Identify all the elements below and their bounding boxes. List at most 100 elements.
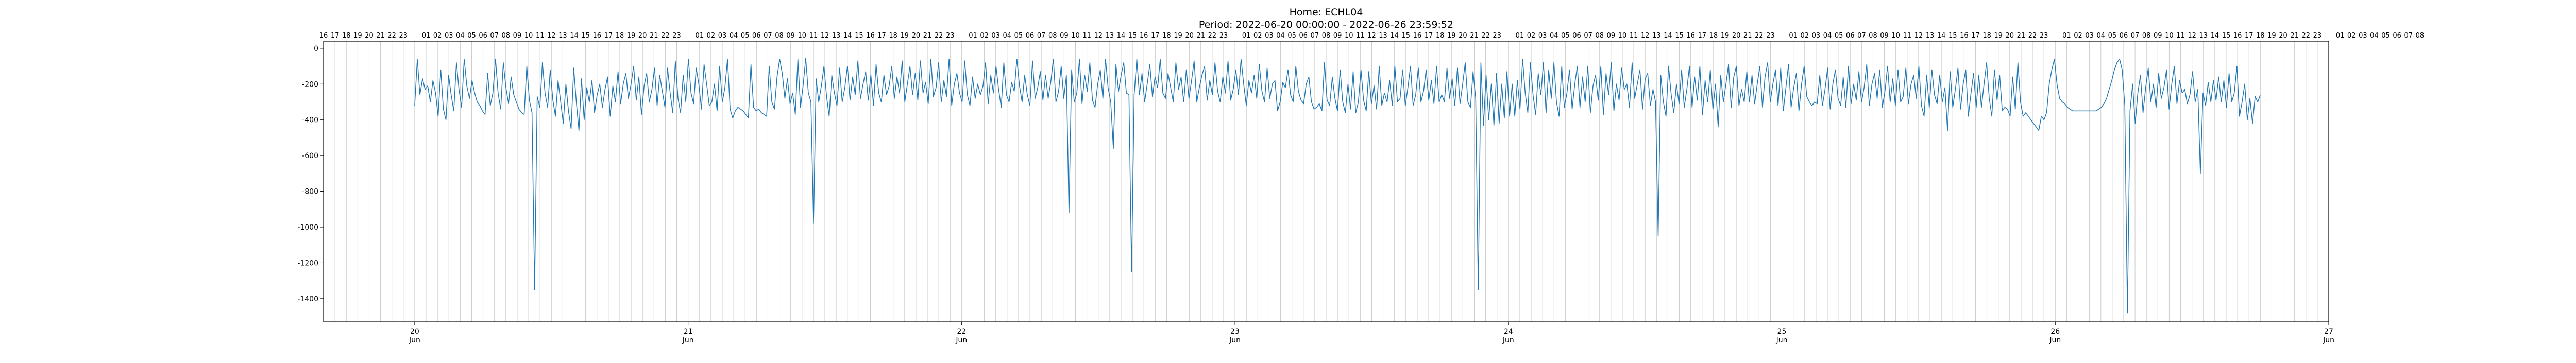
hour-tick-label: 01 [969,32,977,40]
hour-tick-label: 15 [1402,32,1411,40]
hour-tick-label: 02 [980,32,989,40]
hour-tick-label: 07 [490,32,499,40]
hour-tick-label: 20 [1459,32,1467,40]
hour-tick-label: 18 [616,32,624,40]
hour-tick-label: 13 [2199,32,2208,40]
hour-tick-label: 14 [570,32,579,40]
hour-tick-label: 22 [935,32,943,40]
hour-tick-label: 22 [2301,32,2310,40]
hour-tick-label: 10 [1618,32,1627,40]
x-tick-label-month: Jun [2323,336,2334,344]
hour-tick-label: 19 [627,32,636,40]
hour-tick-label: 17 [1971,32,1980,40]
y-tick-label: 0 [314,45,318,53]
hour-tick-label: 13 [1106,32,1114,40]
hour-tick-label: 03 [445,32,453,40]
hour-tick-label: 22 [2028,32,2037,40]
chart-subtitle: Period: 2022-06-20 00:00:00 - 2022-06-26… [1199,19,1453,30]
hour-tick-label: 06 [2120,32,2128,40]
hour-tick-label: 12 [547,32,556,40]
hour-tick-label: 22 [661,32,670,40]
hour-tick-label: 10 [524,32,533,40]
hour-tick-label: 09 [1333,32,1342,40]
hour-tick-label: 02 [433,32,442,40]
hour-tick-label: 07 [1037,32,1046,40]
hour-tick-label: 01 [2062,32,2071,40]
chart-title: Home: ECHL04 [1290,7,1363,18]
hour-tick-label: 22 [387,32,396,40]
hour-tick-label: 15 [1948,32,1957,40]
hour-tick-label: 06 [1026,32,1035,40]
y-tick-label: -1400 [297,295,318,303]
hour-tick-label: 23 [1219,32,1228,40]
hour-tick-label: 18 [1709,32,1718,40]
hour-tick-label: 13 [1926,32,1935,40]
hour-tick-label: 03 [991,32,1000,40]
x-tick-label-month: Jun [682,336,694,344]
hour-tick-label: 14 [843,32,852,40]
hour-tick-label: 21 [923,32,932,40]
hour-tick-label: 17 [1425,32,1433,40]
hour-tick-label: 23 [1766,32,1775,40]
hour-tick-label: 04 [456,32,465,40]
hour-tick-label: 21 [1743,32,1752,40]
hour-tick-label: 01 [1789,32,1798,40]
hour-tick-label: 23 [1493,32,1501,40]
hour-tick-label: 08 [2142,32,2151,40]
hour-tick-label: 04 [1550,32,1558,40]
hour-tick-label: 03 [1812,32,1821,40]
y-tick-label: -400 [302,116,318,125]
hour-tick-label: 19 [1994,32,2003,40]
hour-tick-label: 16 [319,32,328,40]
hour-tick-label: 21 [1470,32,1479,40]
hour-tick-label: 05 [1287,32,1296,40]
hour-tick-label: 23 [2040,32,2048,40]
hour-tick-label: 20 [365,32,374,40]
hour-tick-label: 04 [2370,32,2379,40]
x-tick-label-day: 26 [2050,327,2060,336]
hour-tick-label: 19 [353,32,362,40]
hour-tick-label: 06 [752,32,761,40]
hour-tick-label: 21 [650,32,658,40]
x-tick-label-month: Jun [1776,336,1788,344]
hour-tick-label: 11 [1356,32,1365,40]
hour-tick-label: 16 [592,32,601,40]
hour-tick-label: 12 [2188,32,2196,40]
hour-tick-label: 14 [1117,32,1126,40]
hour-tick-label: 07 [2131,32,2140,40]
hour-tick-label: 16 [1140,32,1148,40]
x-tick-label-month: Jun [409,336,420,344]
hour-tick-label: 11 [809,32,818,40]
hour-tick-label: 21 [1196,32,1205,40]
hour-tick-label: 12 [1367,32,1376,40]
hour-tick-label: 22 [1755,32,1764,40]
hour-tick-label: 09 [1880,32,1889,40]
hour-tick-label: 19 [2267,32,2276,40]
hour-tick-label: 10 [798,32,806,40]
hour-tick-label: 17 [1151,32,1160,40]
x-tick-label-month: Jun [955,336,967,344]
hour-tick-label: 20 [2279,32,2287,40]
axis-ticks: 16 17 18 19 20 21 22 23 01 02 03 04 05 06 07 08 09 10 11 12… [297,32,2424,344]
hour-tick-label: 20 [2006,32,2014,40]
hour-tick-label: 02 [707,32,716,40]
x-tick-label-day: 21 [684,327,693,336]
y-tick-label: -1000 [297,223,318,232]
y-tick-label: -600 [302,152,318,160]
grid-lines [323,41,2318,322]
hour-tick-label: 21 [2017,32,2026,40]
hour-tick-label: 08 [1869,32,1877,40]
y-tick-label: -800 [302,188,318,196]
hour-tick-label: 10 [1345,32,1353,40]
hour-tick-label: 13 [558,32,567,40]
hour-tick-label: 01 [2336,32,2345,40]
hour-tick-label: 02 [2347,32,2356,40]
hour-tick-label: 13 [832,32,841,40]
hour-tick-label: 17 [877,32,886,40]
x-tick-label-day: 20 [410,327,419,336]
hour-tick-label: 17 [2245,32,2253,40]
hour-tick-label: 14 [1664,32,1672,40]
hour-tick-label: 15 [1675,32,1684,40]
hour-tick-label: 03 [718,32,727,40]
